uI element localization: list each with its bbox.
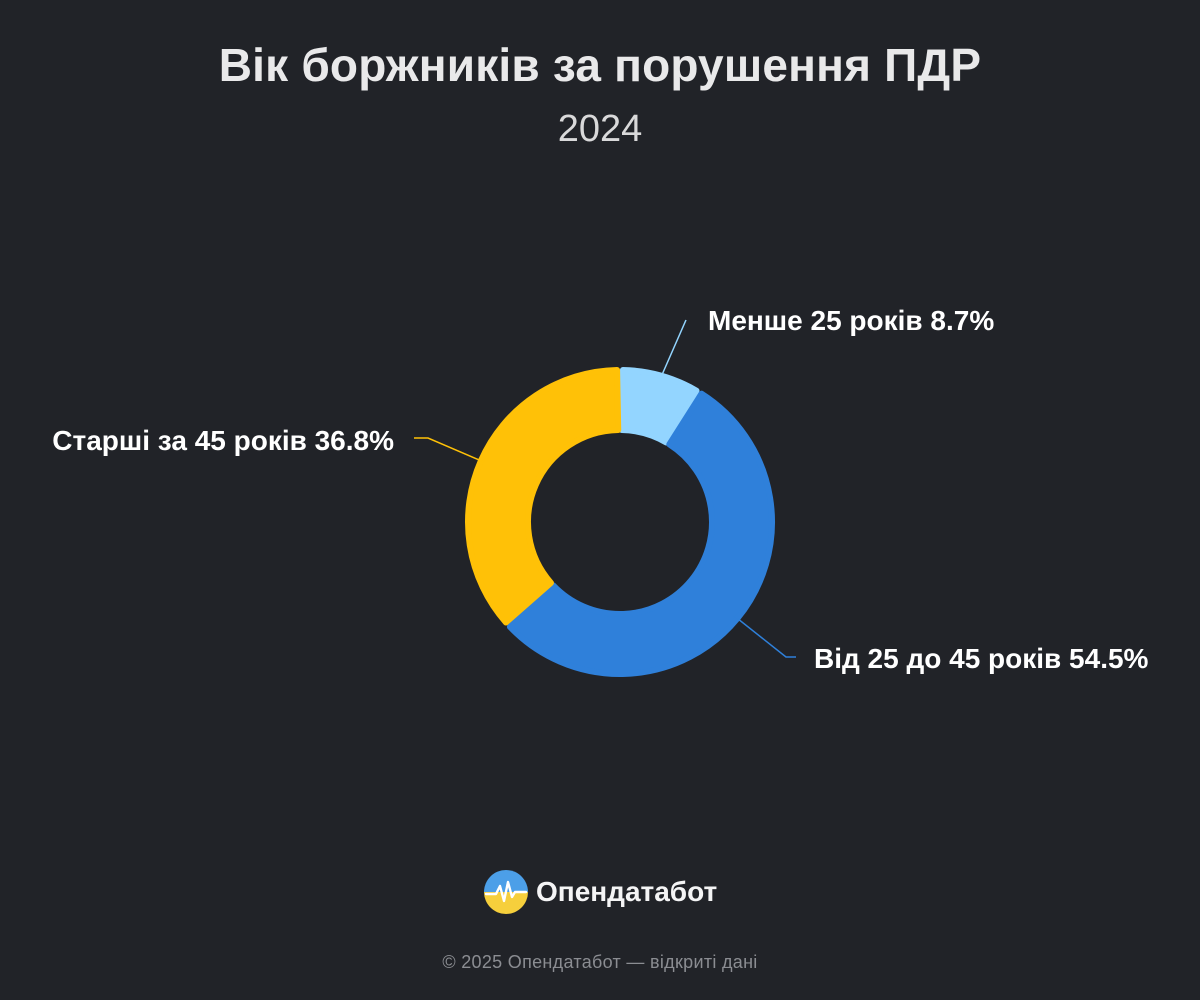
opendatabot-logo-icon xyxy=(484,870,528,914)
chart-title: Вік боржників за порушення ПДР xyxy=(218,39,982,91)
chart-subtitle: 2024 xyxy=(557,108,643,150)
donut-slice-1 xyxy=(618,367,700,446)
donut-slice-2 xyxy=(506,390,775,677)
data-label-3: Старші за 45 років 36.8% xyxy=(52,425,394,456)
data-label-2: Від 25 до 45 років 54.5% xyxy=(814,643,1149,674)
copyright-footer: © 2025 Опендатабот — відкриті дані xyxy=(442,952,758,972)
data-label-1: Менше 25 років 8.7% xyxy=(708,305,994,336)
leader-line-2 xyxy=(733,615,796,658)
brand-logo: Опендатабот xyxy=(484,870,717,914)
donut-slice-3 xyxy=(465,367,622,626)
leader-line-group xyxy=(414,319,796,658)
data-label-group: Менше 25 років 8.7% Від 25 до 45 років 54… xyxy=(52,305,1148,674)
brand-name: Опендатабот xyxy=(536,876,718,907)
leader-line-1 xyxy=(659,319,687,380)
slice-group xyxy=(465,367,775,677)
leader-line-3 xyxy=(414,437,485,464)
